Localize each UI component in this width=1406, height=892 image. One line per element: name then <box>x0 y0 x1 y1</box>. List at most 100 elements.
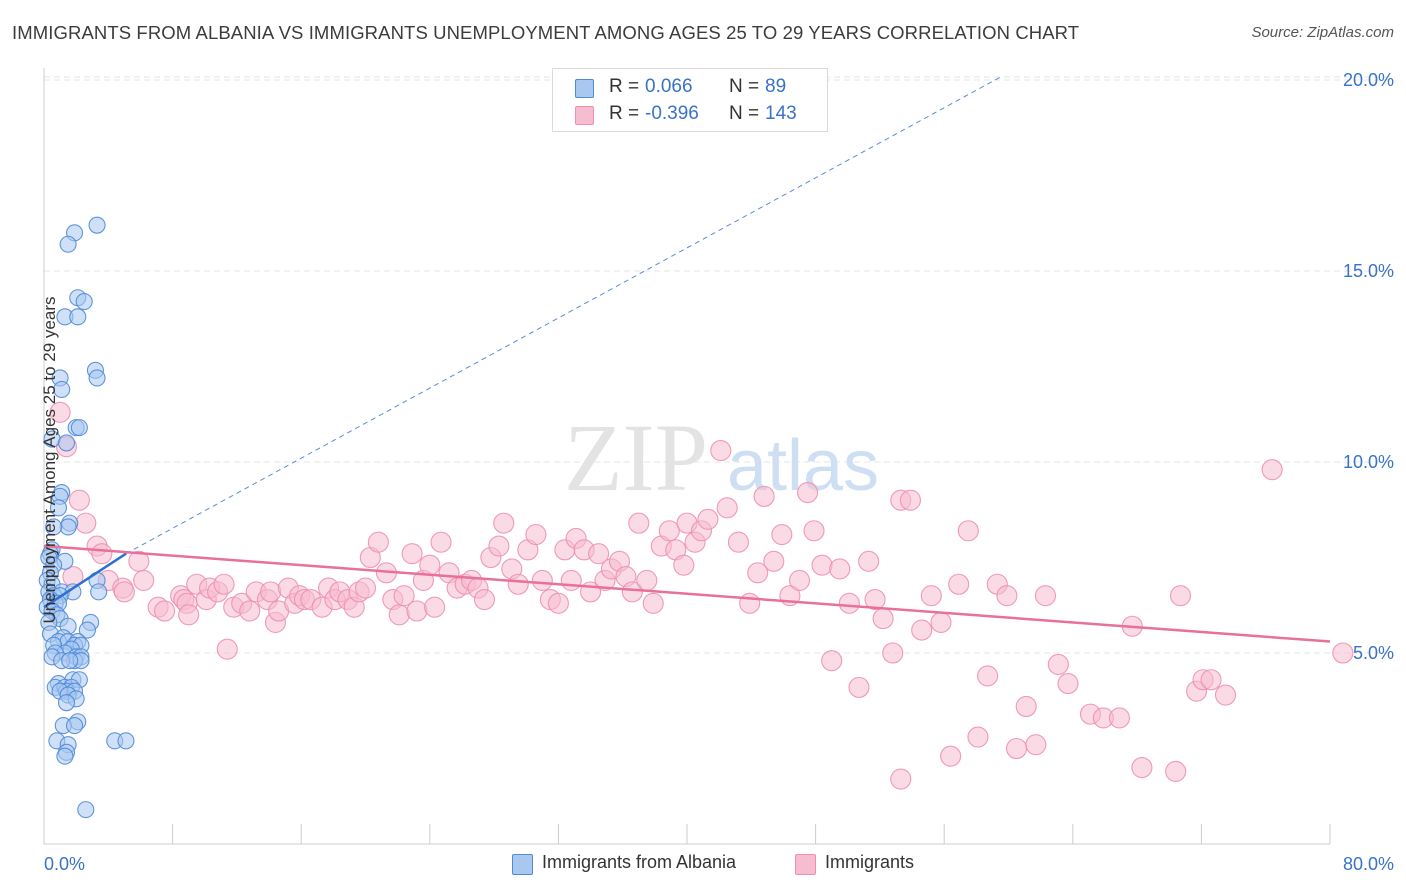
tick-labels: 5.0% 10.0% 15.0% 20.0% 0.0% 80.0% <box>44 70 1394 874</box>
immigrants-point <box>1057 673 1079 695</box>
albania-point <box>117 732 135 750</box>
immigrants-point <box>154 600 176 622</box>
trend-lines <box>43 75 1331 643</box>
series-legend: Immigrants from Albania Immigrants <box>0 852 1406 876</box>
legend-swatch-pink <box>575 106 594 125</box>
immigrants-point <box>899 489 921 511</box>
albania-point <box>75 293 93 311</box>
immigrants-point <box>547 592 569 614</box>
immigrants-point <box>858 550 880 572</box>
albania-point <box>88 216 106 234</box>
legend-r-value: -0.396 <box>645 103 699 124</box>
immigrants-point <box>430 531 452 553</box>
immigrants-point <box>673 554 695 576</box>
albania-point <box>90 583 108 601</box>
immigrants-point <box>803 520 825 542</box>
immigrants-point <box>388 604 410 626</box>
y-tick-label: 20.0% <box>1343 70 1394 90</box>
immigrants-point <box>658 520 680 542</box>
immigrants-point <box>507 573 529 595</box>
immigrants-point <box>68 489 90 511</box>
legend-r-label: R = <box>609 76 640 97</box>
immigrants-point <box>872 608 894 630</box>
immigrants-point <box>788 569 811 591</box>
immigrants-point <box>1034 585 1057 607</box>
legend-swatch-pink <box>795 854 816 875</box>
immigrants-point <box>367 531 389 553</box>
immigrants-point <box>977 665 999 687</box>
immigrants-point <box>1131 757 1153 779</box>
albania-point <box>77 801 95 819</box>
immigrants-point <box>525 524 547 546</box>
y-tick-label: 10.0% <box>1343 452 1394 472</box>
albania-point <box>65 717 84 735</box>
immigrants-point <box>113 581 135 603</box>
immigrants-point <box>493 512 515 534</box>
y-tick-label: 15.0% <box>1343 261 1394 281</box>
legend-n-label: N = <box>729 103 760 124</box>
immigrants-point <box>133 569 155 591</box>
immigrants-point <box>621 581 643 603</box>
albania-point <box>56 747 74 765</box>
immigrants-point <box>49 401 71 423</box>
albania-point <box>53 380 71 398</box>
immigrants-point <box>797 482 819 504</box>
y-axis-label-wrap: Unemployment Among Ages 25 to 29 years <box>20 0 59 892</box>
immigrants-point <box>1200 669 1222 691</box>
immigrants-point <box>531 569 553 591</box>
axes <box>43 68 1331 845</box>
immigrants-point <box>1108 707 1130 729</box>
albania-point <box>70 419 88 437</box>
immigrants-point <box>940 745 962 767</box>
y-tick-label: 5.0% <box>1353 643 1394 663</box>
albania-trend-dashed <box>125 75 1003 555</box>
immigrants-point <box>739 592 761 614</box>
immigrants-point <box>239 600 261 622</box>
immigrants-point <box>763 550 785 572</box>
immigrants-point <box>1332 642 1354 664</box>
immigrants-point <box>771 524 793 546</box>
immigrants-point <box>636 569 658 591</box>
immigrants-point <box>213 573 235 595</box>
immigrants-point <box>642 592 664 614</box>
immigrants-point <box>1025 734 1047 756</box>
legend-item-label: Immigrants from Albania <box>542 852 737 872</box>
albania-point <box>61 652 79 670</box>
immigrants-point <box>716 497 738 519</box>
immigrants-point <box>424 596 446 618</box>
gridlines <box>44 76 1394 654</box>
immigrants-point <box>747 562 769 584</box>
immigrants-point <box>848 676 870 698</box>
immigrants-point <box>1214 684 1237 706</box>
albania-point <box>59 235 77 253</box>
immigrants-point <box>91 543 113 565</box>
immigrants-point <box>864 588 886 611</box>
immigrants-point <box>948 573 970 595</box>
data-points <box>38 216 1354 819</box>
legend-item-label: Immigrants <box>825 852 915 872</box>
y-axis-label: Unemployment Among Ages 25 to 29 years <box>40 296 59 624</box>
immigrants-point <box>890 768 912 790</box>
legend-r-value: 0.066 <box>645 76 693 97</box>
immigrants-point <box>911 619 933 641</box>
albania-point <box>69 308 87 326</box>
immigrants-point <box>473 588 496 611</box>
correlation-legend: R = 0.066 N = 89 R = -0.396 N = 143 <box>552 68 828 132</box>
source-label: Source: ZipAtlas.com <box>1251 24 1394 41</box>
immigrants-point <box>216 638 238 660</box>
immigrants-point <box>697 508 719 530</box>
albania-point <box>88 369 106 387</box>
legend-r-label: R = <box>609 103 640 124</box>
immigrants-point <box>401 543 423 565</box>
immigrants-point <box>1165 760 1187 782</box>
immigrants-point <box>1047 653 1069 676</box>
immigrants-point <box>727 531 749 553</box>
immigrants-point <box>588 543 610 565</box>
immigrants-point <box>821 650 843 672</box>
immigrants-point <box>1261 459 1283 481</box>
immigrants-point <box>354 577 377 599</box>
immigrants-point <box>488 535 510 557</box>
immigrants-point <box>560 569 582 591</box>
immigrants-point <box>882 642 904 664</box>
